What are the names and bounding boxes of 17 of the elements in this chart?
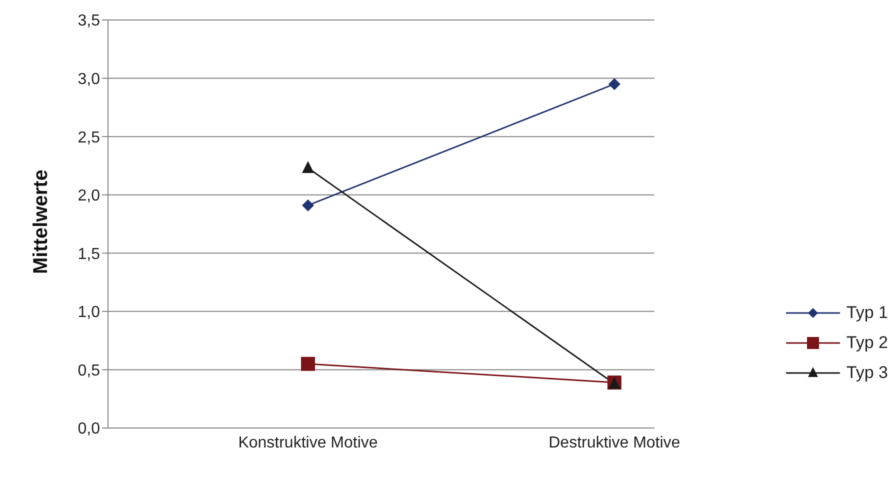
y-tick-label: 3,5 [78, 12, 100, 30]
y-tick-label: 1,5 [78, 246, 100, 263]
legend-label: Typ 2 [846, 333, 888, 353]
legend-label: Typ 1 [846, 303, 888, 323]
y-tick-label: 3,0 [78, 70, 100, 88]
point [301, 356, 315, 371]
y-tick-label: 0,5 [78, 362, 100, 380]
y-tick-label: 2,5 [78, 129, 100, 146]
y-tick-label: 2,0 [78, 188, 100, 205]
legend-label: Typ 3 [846, 363, 888, 383]
y-tick-label: 0,0 [78, 420, 100, 438]
x-tick-label: Destruktive Motive [548, 434, 680, 452]
point [302, 199, 314, 212]
y-axis-title: Mittelwerte [30, 170, 52, 274]
point [608, 78, 620, 90]
x-tick-label: Konstruktive Motive [238, 434, 378, 452]
y-tick-label: 1,0 [78, 304, 100, 322]
